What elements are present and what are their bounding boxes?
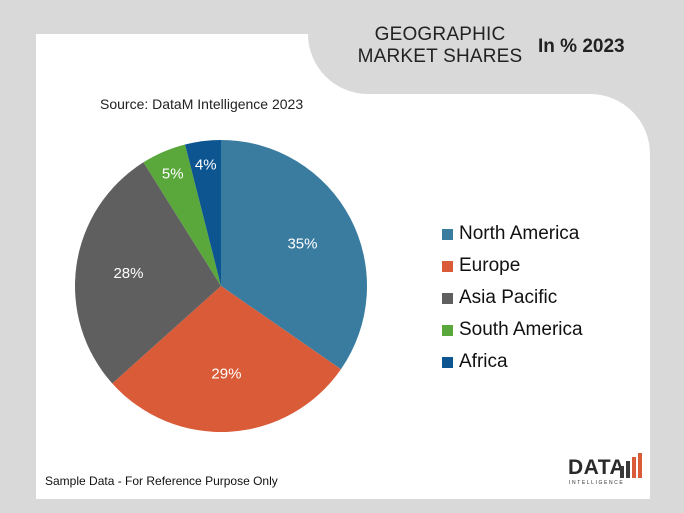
datam-logo: DATA INTELLIGENCE [568, 452, 646, 490]
legend-label: Africa [459, 351, 508, 372]
pie-slice-africa [185, 140, 221, 286]
chart-subtitle: In % 2023 [538, 36, 625, 57]
source-note: Source: DataM Intelligence 2023 [100, 96, 304, 112]
pie-slice-europe [112, 286, 341, 433]
pie-label-africa: 4% [195, 156, 217, 173]
pie-slice-south-america [143, 144, 221, 286]
legend-label: Asia Pacific [459, 287, 558, 308]
legend-label: North America [459, 223, 580, 244]
logo-bars-icon [620, 453, 642, 478]
pie-slices [74, 140, 367, 433]
logo-subtext: INTELLIGENCE [569, 480, 625, 486]
pie-label-europe: 29% [211, 365, 241, 382]
legend-swatch [442, 228, 453, 240]
chart-legend: North America Europe Asia Pacific South Ame… [442, 218, 583, 378]
pie-label-north-america: 35% [287, 235, 317, 252]
chart-title-line-2: MARKET SHARES [357, 46, 523, 67]
legend-item-europe: Europe [442, 250, 583, 282]
header-tab [308, 0, 684, 94]
legend-item-south-america: South America [442, 314, 583, 346]
legend-swatch [442, 260, 453, 272]
chart-title-line-1: GEOGRAPHIC [374, 24, 506, 45]
legend-swatch [442, 356, 453, 368]
legend-item-north-america: North America [442, 218, 583, 250]
footer-note: Sample Data - For Reference Purpose Only [45, 474, 278, 488]
legend-item-africa: Africa [442, 346, 583, 378]
legend-label: Europe [459, 255, 521, 276]
pie-slice-asia-pacific [74, 162, 221, 384]
legend-swatch [442, 324, 453, 336]
pie-label-south-america: 5% [162, 165, 184, 182]
logo-text: DATA [568, 456, 626, 479]
legend-item-asia-pacific: Asia Pacific [442, 282, 583, 314]
pie-label-asia-pacific: 28% [113, 265, 143, 282]
pie-slice-north-america [221, 140, 367, 370]
legend-label: South America [459, 319, 583, 340]
pie-slice-labels: 35% 29% 28% 5% 4% [113, 156, 317, 382]
legend-swatch [442, 292, 453, 304]
